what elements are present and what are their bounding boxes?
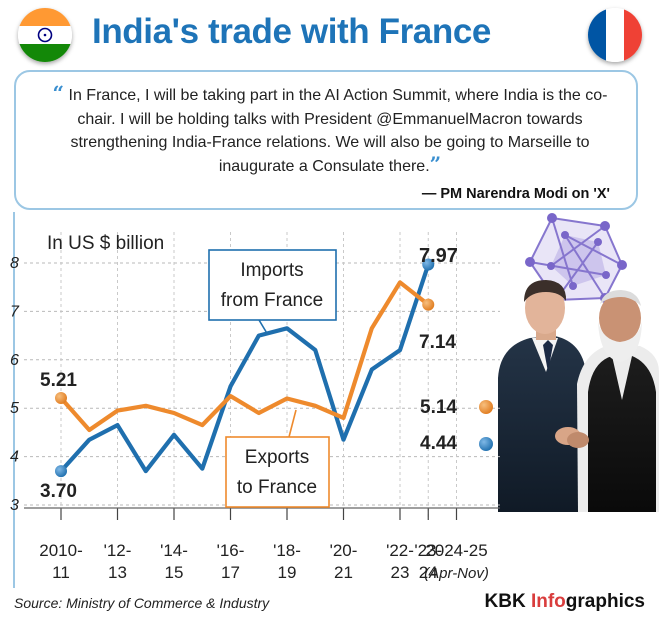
credit-suffix: graphics xyxy=(565,591,645,612)
label-imports-first: 3.70 xyxy=(40,481,77,502)
y-tick-label: 6 xyxy=(10,352,19,369)
france-flag-icon xyxy=(588,8,642,62)
x-tick-label: '14-15 xyxy=(160,541,188,582)
series-line-exports xyxy=(58,280,431,433)
y-tick-label: 7 xyxy=(10,303,20,320)
data-point-imports xyxy=(55,465,67,478)
quote-attribution: — PM Narendra Modi on 'X' xyxy=(421,186,610,202)
y-axis-ticks: 3 4 5 6 7 8 xyxy=(10,255,20,514)
exports-latest-point xyxy=(479,400,493,414)
y-tick-label: 3 xyxy=(10,497,19,514)
france-flag-white xyxy=(606,8,624,62)
data-point-imports xyxy=(422,258,435,271)
publisher-credit: KBK Infographics xyxy=(485,591,645,613)
x-tick-label: '18-19 xyxy=(273,541,301,582)
exports-callout: Exports to France xyxy=(225,409,330,508)
france-flag-red xyxy=(624,8,642,62)
exports-callout-line1: Exports xyxy=(245,447,309,468)
credit-prefix: KBK xyxy=(484,591,531,612)
credit-accent: Info xyxy=(530,591,566,612)
label-exports-latest: 5.14 xyxy=(420,397,457,418)
leaders-photo xyxy=(498,280,659,512)
source-note: Source: Ministry of Commerce & Industry xyxy=(14,595,270,611)
label-imports-latest: 4.44 xyxy=(420,433,457,454)
x-tick-label: 2010-11 xyxy=(39,541,82,582)
quote-box: “ In France, I will be taking part in th… xyxy=(14,70,638,210)
data-point-exports xyxy=(422,298,435,311)
ashoka-chakra xyxy=(37,27,53,43)
x-tick-label: 2024-25 (Apr-Nov) xyxy=(424,541,489,582)
india-flag-saffron xyxy=(18,8,72,26)
imports-latest-point xyxy=(479,437,493,451)
series-points xyxy=(55,258,435,478)
exports-callout-line2: to France xyxy=(237,477,317,498)
imports-callout-line1: Imports xyxy=(240,260,303,281)
x-axis-ticks: 2010-11 '12-13 '14-15 '16-17 '18-19 '20-21 '22… xyxy=(24,507,500,582)
series-lines xyxy=(58,262,431,474)
open-quote-icon: “ xyxy=(52,81,65,105)
data-point-exports xyxy=(55,392,67,405)
india-flag-green xyxy=(18,44,72,62)
imports-callout-line2: from France xyxy=(221,290,323,311)
x-tick-label: '12-13 xyxy=(104,541,132,582)
label-imports-last: 7.97 xyxy=(419,245,458,267)
unit-label: In US $ billion xyxy=(47,233,164,254)
x-tick-label: '23-24 xyxy=(414,541,442,582)
chart-gridlines xyxy=(24,232,500,520)
india-flag-icon xyxy=(18,8,72,62)
series-line-imports xyxy=(58,262,431,474)
label-exports-first: 5.21 xyxy=(40,370,77,391)
label-exports-last: 7.14 xyxy=(419,332,456,353)
france-flag-blue xyxy=(588,8,606,62)
y-tick-label: 4 xyxy=(10,449,19,466)
x-tick-label: '16-17 xyxy=(217,541,245,582)
quote-body: In France, I will be taking part in the … xyxy=(68,87,608,175)
x-tick-label: '20-21 xyxy=(330,541,358,582)
y-tick-label: 8 xyxy=(10,255,19,272)
y-tick-label: 5 xyxy=(10,400,19,417)
imports-callout: Imports from France xyxy=(208,249,337,336)
close-quote-icon: ” xyxy=(429,151,442,176)
quote-text: “ In France, I will be taking part in th… xyxy=(40,81,620,178)
page-title: India's trade with France xyxy=(92,12,491,51)
x-tick-label: '22-23 xyxy=(386,541,414,582)
